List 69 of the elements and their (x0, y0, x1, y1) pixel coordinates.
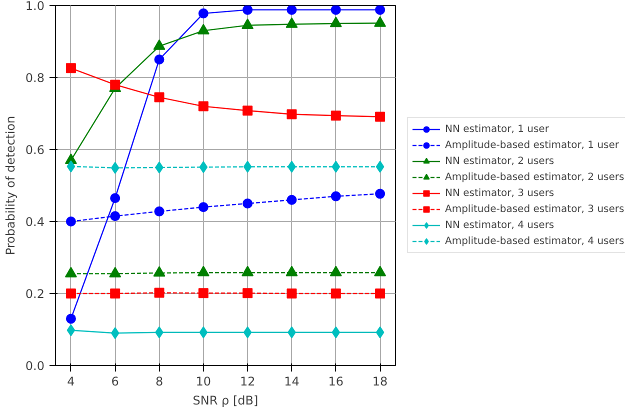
point (376, 326, 384, 338)
point (243, 326, 252, 338)
point (242, 198, 253, 208)
x-tick-label: 16 (328, 374, 344, 388)
point (198, 101, 208, 112)
y-tick-label: 0.0 (25, 359, 45, 373)
point (66, 63, 76, 74)
point (110, 327, 120, 340)
point (330, 6, 341, 15)
point (154, 92, 164, 102)
point (199, 326, 208, 338)
x-tick-label: 8 (155, 374, 164, 388)
y-tick-label: 0.6 (25, 143, 45, 157)
point (375, 6, 386, 15)
legend-label: NN estimator, 3 users (445, 186, 554, 200)
point (199, 161, 208, 174)
point (286, 6, 297, 15)
legend-label: NN estimator, 1 user (445, 122, 549, 136)
point (375, 188, 386, 199)
point (66, 288, 76, 298)
point (330, 110, 341, 121)
point (330, 191, 341, 202)
point (110, 193, 120, 204)
point (332, 160, 340, 173)
point (66, 160, 76, 172)
point (154, 288, 164, 298)
point (198, 288, 208, 298)
point (242, 106, 253, 116)
point (110, 162, 120, 174)
point (153, 266, 166, 277)
point (376, 160, 384, 173)
y-tick-label: 1.0 (25, 0, 45, 13)
point (154, 206, 164, 216)
legend-label: NN estimator, 2 users (445, 154, 554, 168)
point (332, 326, 340, 338)
point (66, 314, 76, 324)
point (66, 324, 76, 336)
point (242, 288, 253, 298)
point (66, 216, 76, 226)
point (110, 211, 120, 222)
y-tick-label: 0.8 (25, 71, 45, 85)
x-tick-label: 10 (196, 374, 212, 388)
legend-label: Amplitude-based estimator, 1 user (445, 138, 620, 152)
y-tick-label: 0.4 (25, 215, 45, 229)
y-axis-title: Probability of detection (3, 116, 18, 256)
point (242, 6, 253, 15)
point (154, 54, 164, 64)
point (198, 202, 208, 212)
x-tick-label: 14 (284, 374, 300, 388)
point (375, 112, 386, 122)
point (330, 288, 341, 298)
legend-label: Amplitude-based estimator, 3 users (445, 202, 624, 216)
x-tick-label: 12 (240, 374, 256, 388)
legend-label: NN estimator, 4 users (445, 218, 554, 232)
point (110, 288, 120, 298)
point (375, 288, 386, 298)
x-axis-title: SNR ρ [dB] (192, 394, 258, 408)
legend-label: Amplitude-based estimator, 2 users (445, 170, 624, 184)
point (286, 109, 297, 120)
point (198, 8, 208, 18)
x-tick-label: 6 (111, 374, 119, 388)
x-tick-label: 4 (67, 374, 75, 388)
x-tick-label: 18 (372, 374, 388, 388)
point (243, 160, 252, 173)
y-tick-label: 0.2 (25, 287, 45, 301)
point (155, 162, 164, 174)
point (286, 194, 297, 205)
legend-label: Amplitude-based estimator, 4 users (445, 234, 624, 248)
point (286, 288, 297, 298)
